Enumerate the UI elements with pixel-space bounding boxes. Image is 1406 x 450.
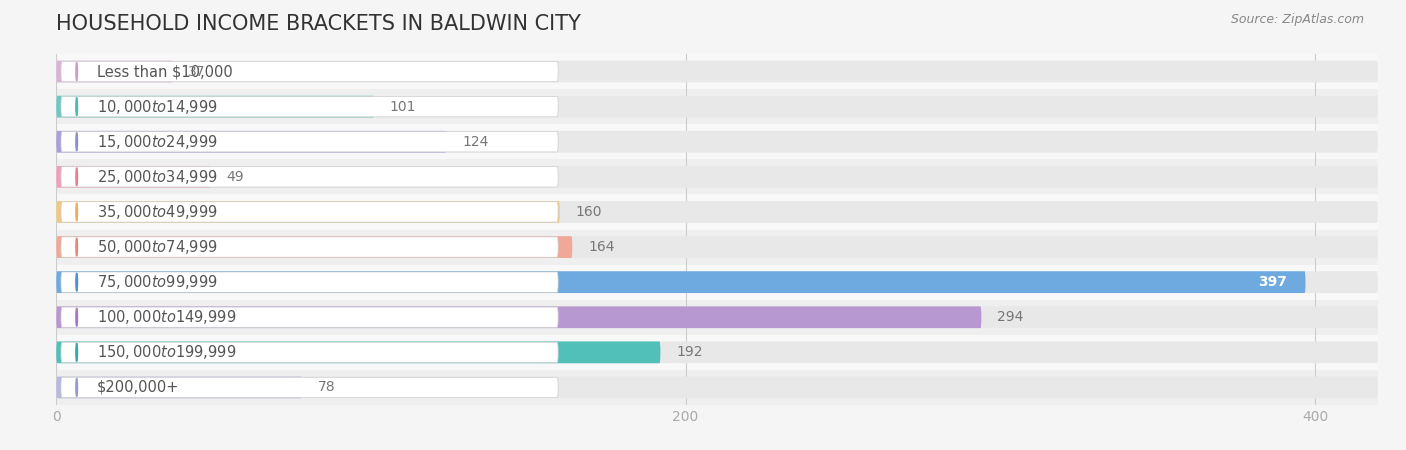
Circle shape: [76, 63, 77, 81]
Text: 192: 192: [676, 345, 703, 360]
Text: HOUSEHOLD INCOME BRACKETS IN BALDWIN CITY: HOUSEHOLD INCOME BRACKETS IN BALDWIN CIT…: [56, 14, 581, 33]
FancyBboxPatch shape: [60, 342, 558, 363]
Text: 37: 37: [188, 64, 205, 79]
Text: $100,000 to $149,999: $100,000 to $149,999: [97, 308, 236, 326]
Bar: [56, 54, 1378, 89]
FancyBboxPatch shape: [56, 377, 1378, 398]
Text: $25,000 to $34,999: $25,000 to $34,999: [97, 168, 218, 186]
Text: $35,000 to $49,999: $35,000 to $49,999: [97, 203, 218, 221]
Circle shape: [76, 378, 77, 396]
FancyBboxPatch shape: [56, 96, 374, 117]
FancyBboxPatch shape: [56, 271, 1378, 293]
Bar: [56, 230, 1378, 265]
Circle shape: [76, 203, 77, 221]
Circle shape: [76, 98, 77, 116]
FancyBboxPatch shape: [56, 131, 1378, 153]
Text: Source: ZipAtlas.com: Source: ZipAtlas.com: [1230, 14, 1364, 27]
Bar: [56, 300, 1378, 335]
Circle shape: [76, 308, 77, 326]
FancyBboxPatch shape: [56, 236, 1378, 258]
Bar: [56, 124, 1378, 159]
Bar: [56, 194, 1378, 230]
FancyBboxPatch shape: [56, 201, 560, 223]
FancyBboxPatch shape: [56, 61, 173, 82]
Text: $50,000 to $74,999: $50,000 to $74,999: [97, 238, 218, 256]
Bar: [56, 265, 1378, 300]
Text: $15,000 to $24,999: $15,000 to $24,999: [97, 133, 218, 151]
FancyBboxPatch shape: [56, 271, 1306, 293]
Text: $10,000 to $14,999: $10,000 to $14,999: [97, 98, 218, 116]
FancyBboxPatch shape: [60, 96, 558, 117]
Circle shape: [76, 343, 77, 361]
FancyBboxPatch shape: [56, 131, 447, 153]
FancyBboxPatch shape: [60, 166, 558, 187]
FancyBboxPatch shape: [56, 236, 572, 258]
Circle shape: [76, 273, 77, 291]
FancyBboxPatch shape: [56, 61, 1378, 82]
Text: $150,000 to $199,999: $150,000 to $199,999: [97, 343, 236, 361]
FancyBboxPatch shape: [60, 131, 558, 152]
Bar: [56, 89, 1378, 124]
FancyBboxPatch shape: [56, 166, 1378, 188]
FancyBboxPatch shape: [56, 342, 1378, 363]
Text: 101: 101: [389, 99, 416, 114]
FancyBboxPatch shape: [60, 61, 558, 82]
Text: Less than $10,000: Less than $10,000: [97, 64, 233, 79]
Text: $75,000 to $99,999: $75,000 to $99,999: [97, 273, 218, 291]
Text: $200,000+: $200,000+: [97, 380, 180, 395]
Circle shape: [76, 133, 77, 151]
Text: 78: 78: [318, 380, 335, 395]
Bar: [56, 370, 1378, 405]
FancyBboxPatch shape: [56, 306, 981, 328]
Circle shape: [76, 238, 77, 256]
FancyBboxPatch shape: [56, 306, 1378, 328]
Bar: [56, 335, 1378, 370]
Text: 160: 160: [575, 205, 602, 219]
FancyBboxPatch shape: [60, 272, 558, 292]
Text: 164: 164: [588, 240, 614, 254]
FancyBboxPatch shape: [56, 201, 1378, 223]
Text: 294: 294: [997, 310, 1024, 324]
Text: 124: 124: [463, 135, 488, 149]
Circle shape: [76, 168, 77, 186]
FancyBboxPatch shape: [60, 307, 558, 328]
FancyBboxPatch shape: [60, 202, 558, 222]
FancyBboxPatch shape: [56, 377, 302, 398]
FancyBboxPatch shape: [60, 237, 558, 257]
FancyBboxPatch shape: [56, 96, 1378, 117]
FancyBboxPatch shape: [60, 377, 558, 398]
Text: 49: 49: [226, 170, 243, 184]
Text: 397: 397: [1258, 275, 1286, 289]
FancyBboxPatch shape: [56, 342, 661, 363]
Bar: [56, 159, 1378, 194]
FancyBboxPatch shape: [56, 166, 211, 188]
